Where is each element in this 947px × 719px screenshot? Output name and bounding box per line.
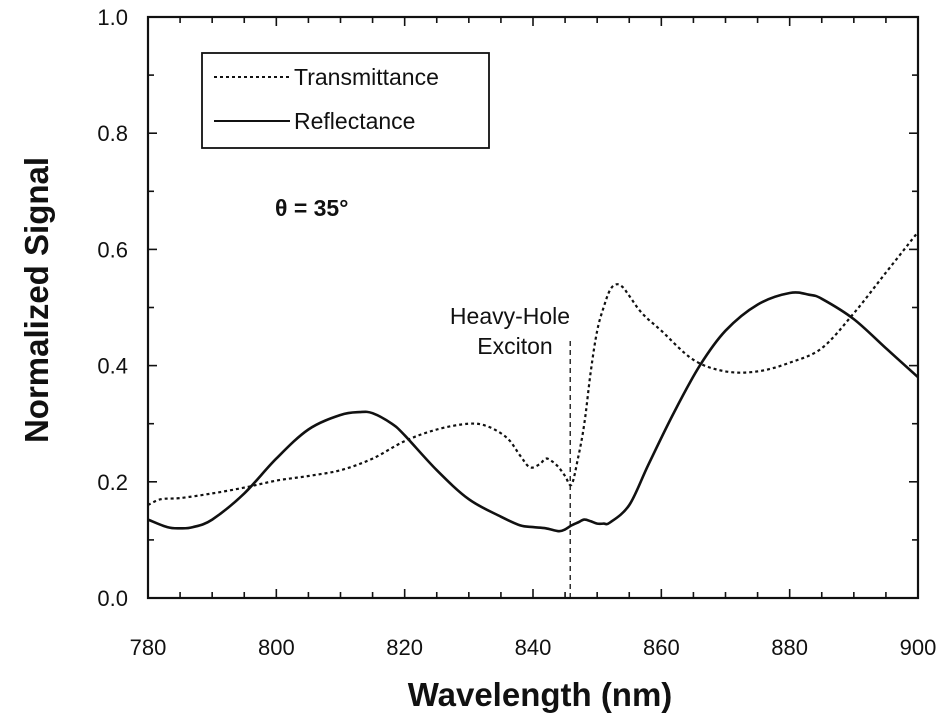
x-tick-label: 880 bbox=[771, 635, 808, 660]
x-tick-label: 840 bbox=[515, 635, 552, 660]
y-tick-label: 1.0 bbox=[97, 5, 128, 30]
x-tick-label: 860 bbox=[643, 635, 680, 660]
y-axis-title: Normalized Signal bbox=[18, 157, 55, 443]
series-layer bbox=[147, 231, 919, 533]
annotation-heavy-hole: Heavy-Hole bbox=[450, 303, 570, 329]
legend-box bbox=[201, 52, 490, 149]
y-tick-label: 0.8 bbox=[97, 121, 128, 146]
x-tick-label: 820 bbox=[386, 635, 423, 660]
y-tick-label: 0.0 bbox=[97, 586, 128, 611]
legend-label-transmittance: Transmittance bbox=[294, 64, 439, 90]
series-line-transmittance bbox=[147, 231, 919, 507]
y-tick-label: 0.6 bbox=[97, 237, 128, 262]
x-tick-label: 780 bbox=[130, 635, 167, 660]
x-tick-label: 900 bbox=[900, 635, 937, 660]
annotation-angle: θ = 35° bbox=[275, 195, 348, 221]
series-line-reflectance bbox=[147, 291, 919, 533]
annotation-exciton: Exciton bbox=[477, 333, 552, 359]
y-tick-label: 0.2 bbox=[97, 470, 128, 495]
axis-ticks bbox=[147, 16, 919, 599]
legend: Transmittance Reflectance bbox=[201, 52, 490, 149]
x-tick-labels: 780 800 820 840 860 880 900 bbox=[130, 635, 937, 660]
x-axis-title: Wavelength (nm) bbox=[408, 676, 673, 713]
y-tick-label: 0.4 bbox=[97, 354, 128, 379]
x-tick-label: 800 bbox=[258, 635, 295, 660]
y-tick-labels: 0.0 0.2 0.4 0.6 0.8 1.0 bbox=[97, 5, 128, 611]
legend-label-reflectance: Reflectance bbox=[294, 108, 415, 134]
